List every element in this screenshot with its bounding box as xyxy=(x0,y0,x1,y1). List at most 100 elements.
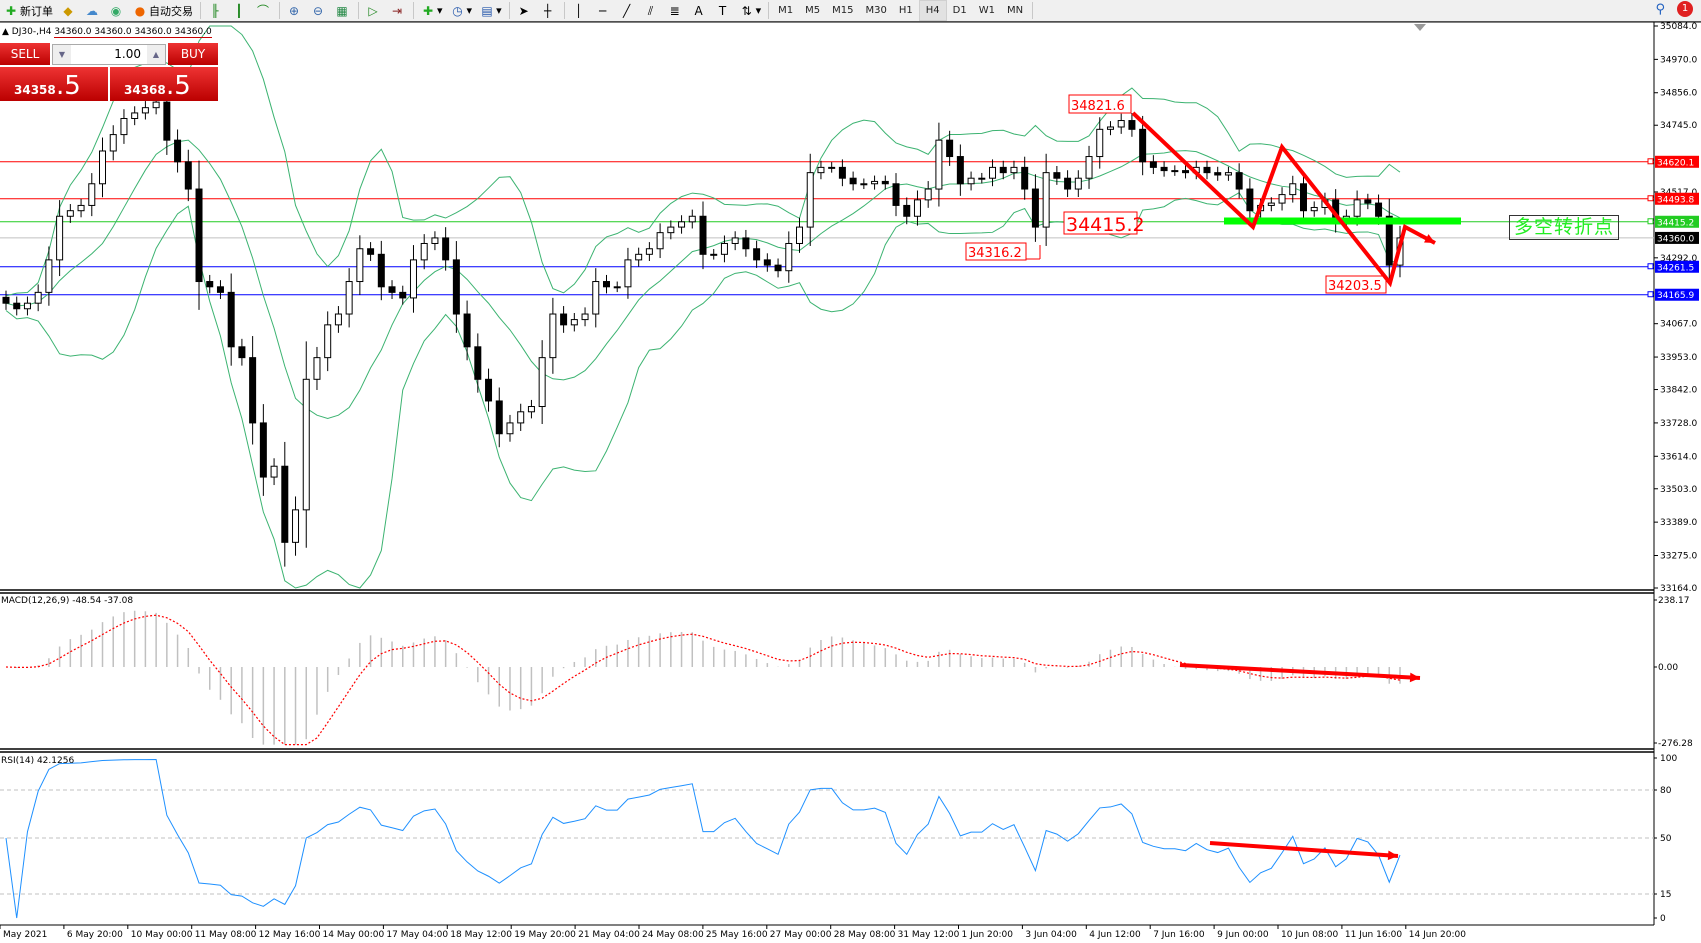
candle-body xyxy=(238,346,246,359)
candle xyxy=(1010,160,1018,180)
candle xyxy=(345,268,353,328)
sell-price-fraction: .5 xyxy=(56,71,81,101)
candle xyxy=(849,171,857,191)
timeframe-m1[interactable]: M1 xyxy=(778,5,794,16)
search-icon[interactable]: ⚲ xyxy=(1655,2,1665,17)
text-label-button[interactable]: T xyxy=(712,1,736,20)
timeframe-m30[interactable]: M30 xyxy=(865,5,887,16)
time-tick-label: 25 May 16:00 xyxy=(706,930,768,940)
candle xyxy=(1203,160,1211,180)
candle xyxy=(720,235,728,263)
timeframe-m5[interactable]: M5 xyxy=(805,5,821,16)
candle-body xyxy=(1149,161,1157,168)
timeframe-d1[interactable]: D1 xyxy=(952,5,967,16)
candle-body xyxy=(871,180,879,185)
candle-body xyxy=(678,221,686,228)
candle-chart-button[interactable]: ┃ xyxy=(228,1,252,20)
candle-body xyxy=(324,324,332,359)
zoom-out-button[interactable]: ⊖ xyxy=(307,1,331,20)
zoom-in-button[interactable]: ⊕ xyxy=(283,1,307,20)
cursor-icon: ➤ xyxy=(518,3,529,18)
timeframe-mn[interactable]: MN xyxy=(1006,5,1024,16)
bar-chart-button[interactable]: ╟ xyxy=(204,1,228,20)
buy-price-button[interactable]: 34368 .5 xyxy=(110,67,218,101)
candle-body xyxy=(1353,199,1361,217)
candle-body xyxy=(1203,166,1211,174)
candle xyxy=(1235,163,1243,199)
candle-body xyxy=(1171,170,1179,173)
candle xyxy=(420,234,428,270)
bollinger-lower xyxy=(5,192,1401,589)
candle-body xyxy=(1182,170,1190,174)
candle xyxy=(613,281,621,293)
candle xyxy=(184,149,192,202)
candle xyxy=(302,341,310,548)
candle-body xyxy=(141,107,149,114)
turning-point-label[interactable]: 多空转折点 xyxy=(1509,215,1619,240)
tile-windows-button[interactable]: ▦ xyxy=(331,1,355,20)
candle xyxy=(549,297,557,374)
text-button[interactable]: A xyxy=(688,1,712,20)
indicators-button[interactable]: ✚ ▾ xyxy=(422,3,443,18)
candle xyxy=(474,333,482,393)
fibonacci-button[interactable]: ≣ xyxy=(664,1,688,20)
candle xyxy=(388,280,396,300)
candle-body xyxy=(1267,202,1275,206)
equidistant-channel-button[interactable]: ⫽ xyxy=(640,1,664,20)
candle xyxy=(452,241,460,333)
candle xyxy=(806,153,814,246)
candle xyxy=(2,290,10,310)
line-chart-button[interactable]: ⌒ xyxy=(252,1,276,20)
collapse-icon[interactable]: ▲ xyxy=(2,27,9,37)
candle-body xyxy=(313,357,321,380)
candle xyxy=(742,229,750,257)
increase-lot-icon[interactable]: ▲ xyxy=(147,45,165,64)
decrease-lot-icon[interactable]: ▼ xyxy=(53,45,71,64)
candle-body xyxy=(913,199,921,217)
new-order-button[interactable]: ✚ 新订单 xyxy=(0,1,57,20)
candle xyxy=(1096,117,1104,169)
chart-shift-button[interactable]: ⇥ xyxy=(386,1,410,20)
candle xyxy=(989,159,997,187)
candle-body xyxy=(249,357,257,424)
candle-body xyxy=(956,156,964,185)
autoscroll-button[interactable]: ▷ xyxy=(362,1,386,20)
candle xyxy=(399,285,407,305)
rsi-tick-label: 80 xyxy=(1660,786,1672,796)
sell-button[interactable]: SELL xyxy=(0,43,50,65)
crosshair-button[interactable]: ┼ xyxy=(537,1,561,20)
candle xyxy=(592,268,600,328)
trend-line-button[interactable]: ╱ xyxy=(616,1,640,20)
timeframe-m15[interactable]: M15 xyxy=(832,5,854,16)
notification-badge[interactable]: 1 xyxy=(1677,1,1693,17)
lot-size-stepper[interactable]: ▼ 1.00 ▲ xyxy=(52,44,166,65)
auto-trading-button[interactable]: ● 自动交易 xyxy=(129,1,197,20)
periods-button[interactable]: ◷ ▾ xyxy=(452,3,473,18)
history-button[interactable]: ◆ xyxy=(57,1,81,20)
cloud-button[interactable]: ☁ xyxy=(81,1,105,20)
price-tick-label: 33614.0 xyxy=(1660,452,1697,462)
horizontal-line-button[interactable]: ─ xyxy=(592,1,616,20)
candle xyxy=(66,204,74,223)
timeframe-h4[interactable]: H4 xyxy=(918,0,947,21)
signal-button[interactable]: ◉ xyxy=(105,1,129,20)
arrows-button[interactable]: ⇅ ▾ xyxy=(741,3,762,18)
lot-size-input[interactable]: 1.00 xyxy=(114,47,141,61)
templates-button[interactable]: ▤ ▾ xyxy=(481,3,502,18)
timeframe-w1[interactable]: W1 xyxy=(978,5,995,16)
bollinger-middle xyxy=(5,139,1401,419)
candle-body xyxy=(667,226,675,234)
time-tick-label: 11 May 08:00 xyxy=(195,930,257,940)
timeframe-h1[interactable]: H1 xyxy=(898,5,913,16)
buy-button[interactable]: BUY xyxy=(168,43,218,65)
candle xyxy=(785,231,793,283)
line-anchor-handle xyxy=(1647,195,1654,202)
candle-body xyxy=(409,259,417,299)
candle-body xyxy=(860,183,868,186)
sell-price-button[interactable]: 34358 .5 xyxy=(0,67,108,101)
candle xyxy=(903,197,911,225)
price-marker xyxy=(1655,215,1699,228)
vertical-line-button[interactable]: │ xyxy=(568,1,592,20)
cursor-button[interactable]: ➤ xyxy=(513,1,537,20)
